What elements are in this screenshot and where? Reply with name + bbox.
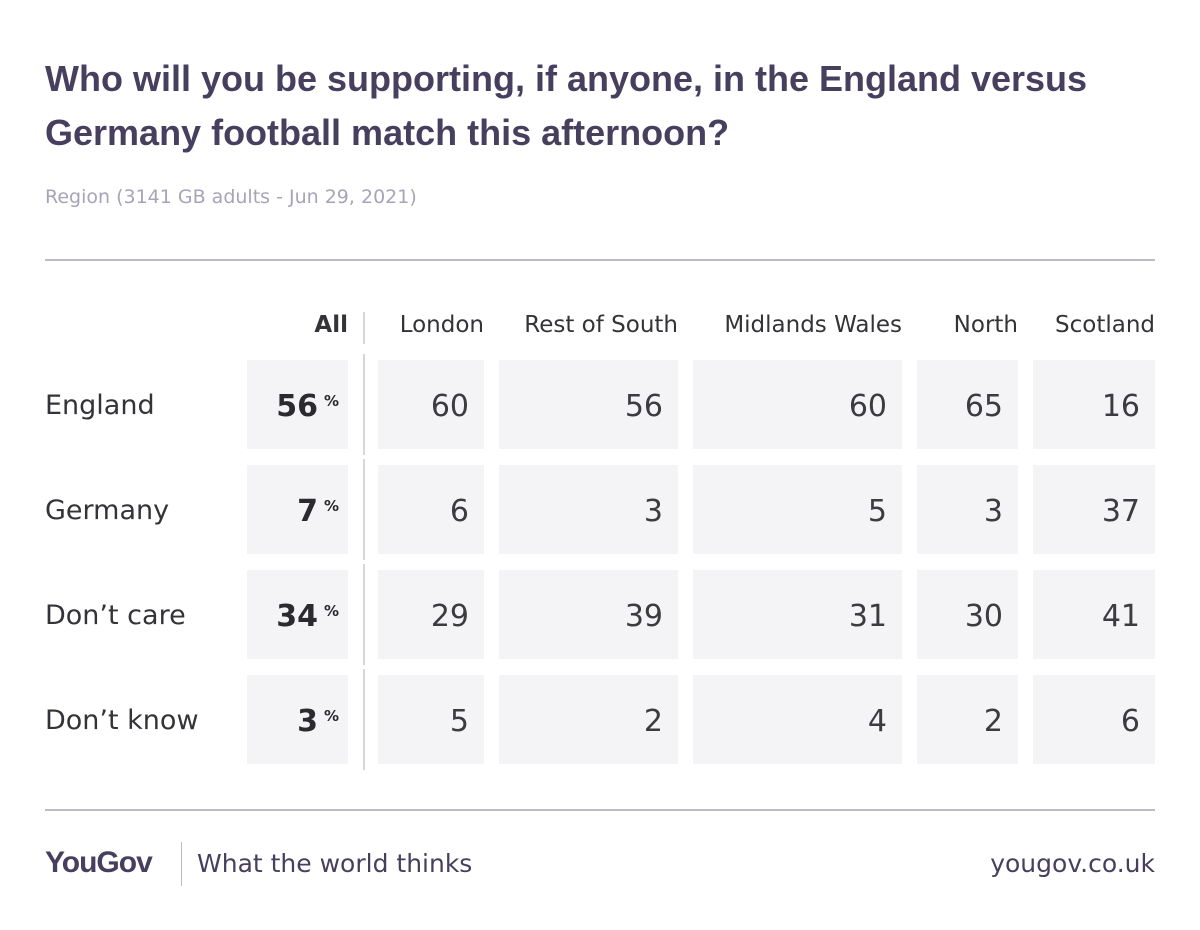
table-cell: 31	[693, 570, 902, 659]
footer-tagline: What the world thinks	[197, 849, 473, 878]
table-cell: 60	[378, 360, 484, 449]
table-cell: 5	[378, 675, 484, 764]
column-header-north: North	[953, 312, 1018, 338]
row-separator	[363, 459, 365, 560]
cell-all: 56%	[247, 360, 348, 449]
cell-value: 3	[983, 494, 1003, 529]
cell-value: 2	[983, 704, 1003, 739]
cell-value: 6	[1120, 704, 1140, 739]
row-label: Germany	[45, 495, 170, 526]
cell-value: 31	[848, 599, 887, 634]
column-header-rest-of-south: Rest of South	[524, 312, 678, 338]
chart-subtitle: Region (3141 GB adults - Jun 29, 2021)	[45, 186, 417, 208]
cell-value: 60	[430, 389, 469, 424]
table-cell: 2	[917, 675, 1018, 764]
table-cell: 5	[693, 465, 902, 554]
header-separator	[363, 312, 365, 344]
row-label: England	[45, 390, 155, 421]
table-cell: 30	[917, 570, 1018, 659]
cell-value: 4	[867, 704, 887, 739]
top-divider	[45, 259, 1155, 261]
cell-value: 6	[449, 494, 469, 529]
column-header-all: All	[314, 312, 348, 338]
table-cell: 65	[917, 360, 1018, 449]
table-cell: 6	[1033, 675, 1155, 764]
table-cell: 4	[693, 675, 902, 764]
cell-value: 29	[430, 599, 469, 634]
footer-separator	[181, 842, 182, 886]
table-cell: 56	[499, 360, 678, 449]
cell-all: 7%	[247, 465, 348, 554]
cell-value: 3	[297, 704, 318, 739]
cell-value: 60	[848, 389, 887, 424]
cell-value: 41	[1101, 599, 1140, 634]
table-cell: 60	[693, 360, 902, 449]
cell-value: 39	[624, 599, 663, 634]
row-label: Don’t care	[45, 600, 186, 631]
cell-value: 3	[643, 494, 663, 529]
cell-value: 2	[643, 704, 663, 739]
table-cell: 2	[499, 675, 678, 764]
cell-value: 34	[276, 599, 318, 634]
cell-value: 30	[964, 599, 1003, 634]
percent-sign: %	[323, 602, 339, 620]
row-separator	[363, 669, 365, 770]
column-header-midlands-wales: Midlands Wales	[724, 312, 902, 338]
column-header-london: London	[399, 312, 484, 338]
column-header-scotland: Scotland	[1055, 312, 1155, 338]
table-cell: 6	[378, 465, 484, 554]
yougov-logo: YouGov	[45, 846, 153, 879]
bottom-divider	[45, 809, 1155, 811]
footer-site-link[interactable]: yougov.co.uk	[990, 849, 1155, 878]
cell-value: 5	[449, 704, 469, 739]
percent-sign: %	[323, 497, 339, 515]
cell-value: 7	[297, 494, 318, 529]
percent-sign: %	[323, 707, 339, 725]
table-cell: 39	[499, 570, 678, 659]
table-cell: 37	[1033, 465, 1155, 554]
table-cell: 3	[499, 465, 678, 554]
cell-value: 37	[1101, 494, 1140, 529]
cell-value: 5	[867, 494, 887, 529]
cell-value: 56	[624, 389, 663, 424]
cell-all: 3%	[247, 675, 348, 764]
table-cell: 29	[378, 570, 484, 659]
cell-all: 34%	[247, 570, 348, 659]
cell-value: 56	[276, 389, 318, 424]
row-separator	[363, 564, 365, 665]
table-cell: 16	[1033, 360, 1155, 449]
cell-value: 65	[964, 389, 1003, 424]
row-label: Don’t know	[45, 705, 199, 736]
row-separator	[363, 354, 365, 455]
cell-value: 16	[1101, 389, 1140, 424]
table-cell: 3	[917, 465, 1018, 554]
table-cell: 41	[1033, 570, 1155, 659]
percent-sign: %	[323, 392, 339, 410]
chart-title: Who will you be supporting, if anyone, i…	[45, 58, 1088, 153]
